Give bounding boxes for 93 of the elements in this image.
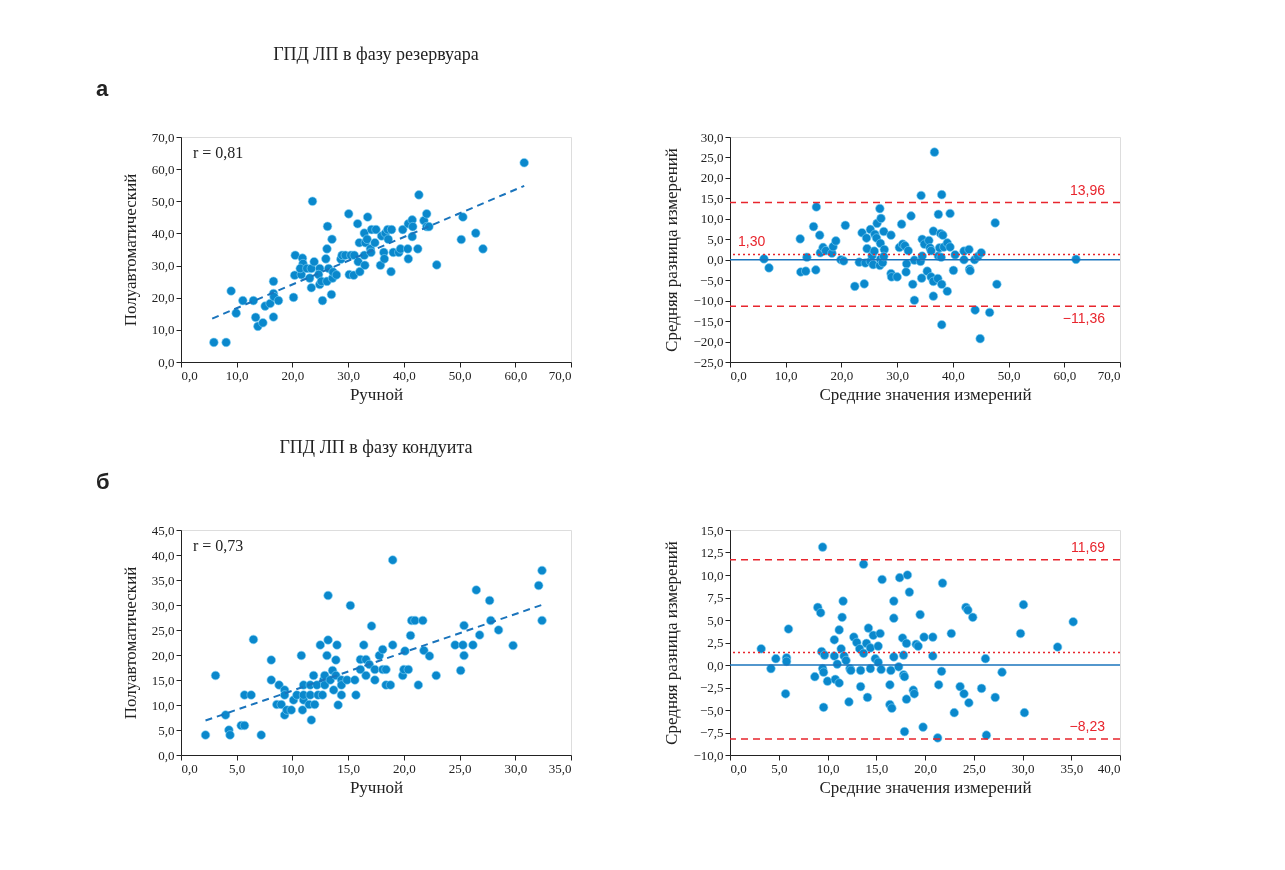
y-tick-label: 30,0 [700, 129, 724, 145]
x-tick-label: 25,0 [962, 760, 986, 776]
y-axis-title: Средняя разница измерений [662, 541, 682, 745]
x-tick-label: 40,0 [392, 367, 416, 383]
y-tick-label: 15,0 [151, 672, 175, 688]
x-tick-label: 30,0 [504, 760, 528, 776]
x-tick-label: 70,0 [548, 367, 572, 383]
x-tick-label: 60,0 [1053, 367, 1077, 383]
x-tick-label: 50,0 [448, 367, 472, 383]
y-tick-label: 0,0 [707, 252, 724, 268]
x-axis-title: Средние значения измерений [819, 384, 1032, 404]
x-tick-label: 15,0 [865, 760, 889, 776]
y-tick-label: 25,0 [151, 622, 175, 638]
y-tick-label: 15,0 [700, 522, 724, 538]
y-tick-label: −5,0 [699, 702, 724, 718]
y-tick-label: −7,5 [699, 725, 724, 740]
ref-line-label: −11,36 [1062, 310, 1106, 327]
y-tick-label: −20,0 [693, 334, 724, 350]
x-tick-label: 20,0 [830, 367, 854, 383]
x-tick-label: 10,0 [816, 760, 840, 776]
chart-title: ГПД ЛП в фазу резервуара [273, 44, 479, 64]
y-tick-label: 7,5 [707, 590, 724, 605]
y-tick-label: 70,0 [151, 129, 175, 145]
x-tick-label: 30,0 [886, 367, 910, 383]
x-tick-label: 5,0 [229, 760, 246, 776]
x-tick-label: 20,0 [281, 367, 305, 383]
y-tick-label: 10,0 [700, 567, 724, 583]
x-tick-label: 30,0 [1011, 760, 1035, 776]
y-tick-label: −10,0 [693, 293, 724, 309]
x-tick-label: 0,0 [181, 367, 198, 383]
y-tick-label: −25,0 [693, 354, 724, 370]
y-tick-label: 45,0 [151, 522, 175, 538]
y-axis-title: Полуавтоматический [120, 173, 140, 327]
x-tick-label: 35,0 [548, 760, 572, 776]
y-tick-label: 25,0 [700, 149, 724, 165]
y-tick-label: −5,0 [699, 272, 724, 288]
y-tick-label: 30,0 [151, 258, 175, 274]
y-tick-label: 40,0 [151, 547, 175, 563]
x-axis-title: Средние значения измерений [819, 777, 1032, 797]
x-tick-label: 25,0 [448, 760, 472, 776]
ref-line-label: 11,69 [1071, 538, 1106, 555]
y-tick-label: 20,0 [151, 290, 175, 306]
ref-line-label: 13,96 [1069, 181, 1106, 198]
y-tick-label: 50,0 [151, 193, 175, 209]
x-tick-label: 0,0 [181, 760, 198, 776]
y-axis-title: Полуавтоматический [120, 566, 140, 720]
x-tick-label: 40,0 [1097, 760, 1121, 776]
y-tick-label: 5,0 [707, 231, 724, 247]
annotation: r = 0,81 [193, 144, 244, 161]
y-tick-label: 0,0 [707, 657, 724, 673]
y-tick-label: 20,0 [700, 170, 724, 186]
y-tick-label: 10,0 [151, 697, 175, 713]
y-tick-label: 5,0 [158, 722, 175, 738]
y-tick-label: 20,0 [151, 647, 175, 663]
text: а [96, 76, 109, 101]
y-tick-label: 2,5 [707, 635, 724, 650]
y-tick-label: 0,0 [158, 747, 175, 763]
x-tick-label: 10,0 [774, 367, 798, 383]
x-tick-label: 15,0 [337, 760, 361, 776]
y-tick-label: 10,0 [151, 322, 175, 338]
text: б [96, 469, 110, 494]
x-axis-title: Ручной [349, 777, 404, 797]
y-tick-label: 40,0 [151, 225, 175, 241]
x-tick-label: 10,0 [281, 760, 305, 776]
y-tick-label: 35,0 [151, 572, 175, 588]
y-tick-label: 0,0 [158, 354, 175, 370]
x-tick-label: 40,0 [941, 367, 965, 383]
y-tick-label: 15,0 [700, 190, 724, 206]
y-tick-label: −2,5 [699, 680, 724, 695]
ref-line-label: −8,23 [1069, 718, 1106, 735]
y-tick-label: 5,0 [707, 612, 724, 628]
x-tick-label: 35,0 [1060, 760, 1084, 776]
x-tick-label: 5,0 [771, 760, 788, 776]
x-tick-label: 60,0 [504, 367, 528, 383]
x-tick-label: 20,0 [914, 760, 937, 776]
y-tick-label: 12,5 [700, 545, 724, 560]
y-tick-label: 30,0 [151, 597, 175, 613]
y-tick-label: −10,0 [693, 747, 724, 763]
y-tick-label: 60,0 [151, 161, 175, 177]
chart-title: ГПД ЛП в фазу кондуита [279, 437, 473, 457]
annotation: r = 0,73 [193, 537, 244, 554]
y-tick-label: −15,0 [693, 313, 724, 329]
x-axis-title: Ручной [349, 384, 404, 404]
x-tick-label: 10,0 [225, 367, 249, 383]
x-tick-label: 70,0 [1097, 367, 1121, 383]
y-tick-label: 10,0 [700, 211, 724, 227]
x-tick-label: 30,0 [337, 367, 361, 383]
x-tick-label: 20,0 [392, 760, 416, 776]
x-tick-label: 0,0 [730, 367, 747, 383]
ref-line-label: 1,30 [738, 233, 766, 250]
x-tick-label: 50,0 [997, 367, 1021, 383]
y-axis-title: Средняя разница измерений [662, 148, 682, 352]
x-tick-label: 0,0 [730, 760, 747, 776]
